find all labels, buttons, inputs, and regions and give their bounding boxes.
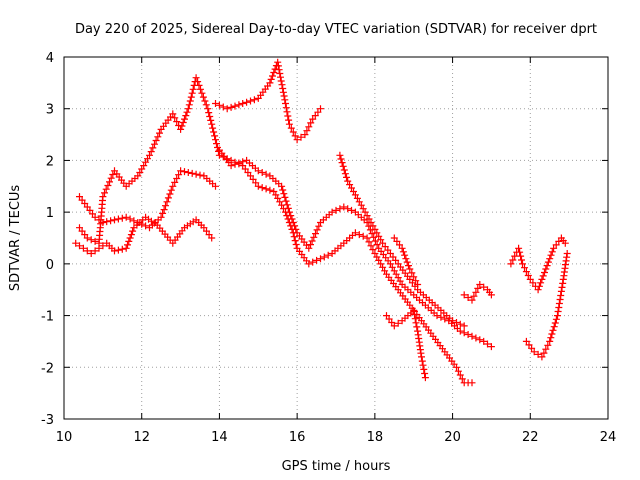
x-tick-label: 22 [522,430,539,445]
x-tick-label: 14 [211,430,228,445]
series-track-1 [72,213,216,257]
plus-markers [72,213,216,257]
series-track-6 [336,151,468,330]
y-tick-labels: -3 -2 -1 0 1 2 3 4 [41,51,54,428]
y-tick-label: -2 [41,361,54,376]
x-axis-label: GPS time / hours [282,459,391,474]
axis-ticks [63,56,609,420]
plus-markers [212,58,324,144]
y-axis-label: SDTVAR / TECUs [8,185,23,292]
plus-markers [507,234,569,294]
plus-markers [390,234,422,288]
series-track-3 [76,74,476,387]
x-tick-label: 18 [367,430,384,445]
plus-markers [336,151,468,330]
series-track-4 [212,58,324,144]
x-tick-label: 12 [133,430,150,445]
plus-markers [383,306,429,382]
series-track-10 [507,234,569,294]
plus-markers [76,167,219,232]
x-tick-label: 16 [289,430,306,445]
chart-title: Day 220 of 2025, Sidereal Day-to-day VTE… [75,22,597,37]
y-tick-label: 1 [46,206,54,221]
series-track-7 [383,306,429,382]
y-tick-label: 3 [46,103,54,118]
plot-frame [63,56,609,420]
x-tick-label: 24 [600,430,617,445]
series-track-11 [522,250,571,361]
series-track-2 [76,167,219,232]
series-track-5 [215,146,495,351]
y-tick-label: 4 [46,51,54,66]
x-tick-label: 20 [444,430,461,445]
x-tick-labels: 10 12 14 16 18 20 22 24 [56,430,617,445]
series-track-9 [460,281,495,304]
y-tick-label: -3 [41,413,54,428]
x-tick-label: 10 [56,430,73,445]
plus-markers [215,146,495,351]
y-tick-label: 2 [46,154,54,169]
plus-markers [76,74,476,387]
y-tick-label: -1 [41,310,54,325]
plus-markers [460,281,495,304]
grid-lines [64,57,608,419]
y-tick-label: 0 [46,258,54,273]
data-points [72,58,571,387]
series-track-8 [390,234,422,288]
plus-markers [522,250,571,361]
